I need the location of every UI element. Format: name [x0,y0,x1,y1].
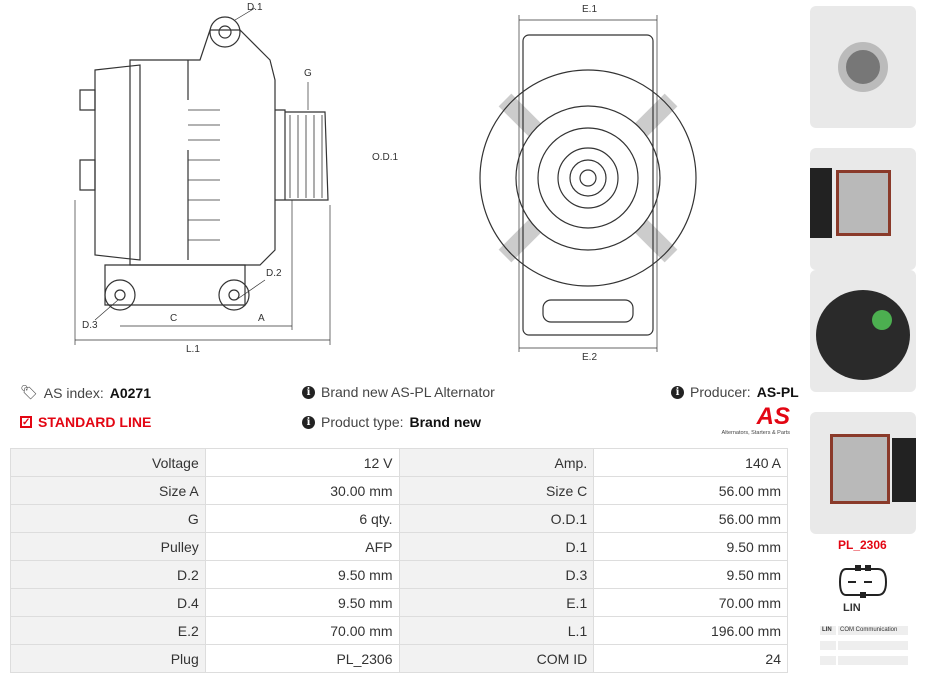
spec-label: E.2 [10,616,206,645]
spec-value: 9.50 mm [593,532,788,561]
spec-value: 12 V [204,448,400,477]
product-photo-angle[interactable] [810,412,916,534]
producer: i Producer: AS-PL [671,384,799,400]
product-photo-side[interactable] [810,148,916,270]
spec-label: Size C [398,476,595,505]
label-d1: D.1 [247,2,263,13]
front-view-diagram [479,15,697,352]
spec-row: Voltage 12 V Amp. 140 A [10,448,788,477]
label-d3: D.3 [82,320,98,331]
spec-value: 196.00 mm [593,616,788,645]
info-icon: i [671,385,684,399]
plug-code: PL_2306 [838,538,887,552]
label-g: G [304,68,312,79]
label-od1: O.D.1 [372,152,399,163]
standard-line-badge: ✓ STANDARD LINE [20,414,152,430]
side-view-diagram [74,7,350,345]
com-table: LIN COM Communication [820,626,908,671]
spec-value: 56.00 mm [593,504,788,533]
spec-value: 30.00 mm [204,476,400,505]
spec-value: AFP [204,532,400,561]
com-code: LIN [820,626,836,635]
checkbox-icon: ✓ [20,416,32,428]
specs-table: Voltage 12 V Amp. 140 A Size A 30.00 mm Size C… [10,448,788,673]
product-type: i Product type: Brand new [302,414,481,430]
as-pl-logo: AS Alternators, Starters & Parts [721,403,790,437]
as-index: 🏷 AS index: A0271 [20,384,151,401]
com-code [820,641,836,650]
spec-label: O.D.1 [398,504,595,533]
spec-label: Pulley [10,532,206,561]
spec-value: 9.50 mm [593,560,788,589]
label-e2: E.2 [582,352,598,363]
label-c: C [170,313,178,324]
spec-value: 24 [593,644,788,673]
label-l1: L.1 [186,344,200,355]
tags-icon: 🏷 [20,384,38,400]
label-a: A [258,313,265,324]
brand-new-info: i Brand new AS-PL Alternator [302,384,495,400]
com-row: LIN COM Communication [820,626,908,635]
spec-label: Plug [10,644,206,673]
spec-value: PL_2306 [204,644,400,673]
spec-row: E.2 70.00 mm L.1 196.00 mm [10,616,788,645]
product-photo-rear[interactable] [810,270,916,392]
plug-connector-icon [838,565,888,598]
spec-value: 6 qty. [204,504,400,533]
spec-label: Voltage [10,448,206,477]
com-description [838,656,908,665]
spec-value: 56.00 mm [593,476,788,505]
spec-label: D.4 [10,588,206,617]
as-index-value: A0271 [109,384,151,401]
spec-value: 70.00 mm [593,588,788,617]
com-description: COM Communication [838,626,908,635]
spec-label: Size A [10,476,206,505]
spec-label: D.3 [398,560,595,589]
spec-value: 140 A [593,448,788,477]
info-icon: i [302,415,315,429]
spec-value: 70.00 mm [204,616,400,645]
spec-label: COM ID [398,644,595,673]
spec-value: 9.50 mm [204,588,400,617]
com-code [820,656,836,665]
info-icon: i [302,385,315,399]
spec-label: D.2 [10,560,206,589]
spec-label: D.1 [398,532,595,561]
spec-row: D.4 9.50 mm E.1 70.00 mm [10,588,788,617]
spec-label: Amp. [398,448,595,477]
spec-label: G [10,504,206,533]
com-description [838,641,908,650]
spec-value: 9.50 mm [204,560,400,589]
spec-row: D.2 9.50 mm D.3 9.50 mm [10,560,788,589]
com-row [820,656,908,665]
spec-label: L.1 [398,616,595,645]
label-e1: E.1 [582,4,598,15]
label-d2: D.2 [266,268,282,279]
spec-label: E.1 [398,588,595,617]
spec-row: Pulley AFP D.1 9.50 mm [10,532,788,561]
com-row [820,641,908,650]
spec-row: Size A 30.00 mm Size C 56.00 mm [10,476,788,505]
spec-row: Plug PL_2306 COM ID 24 [10,644,788,673]
plug-type: LIN [843,602,861,614]
product-photo-front[interactable] [810,6,916,128]
